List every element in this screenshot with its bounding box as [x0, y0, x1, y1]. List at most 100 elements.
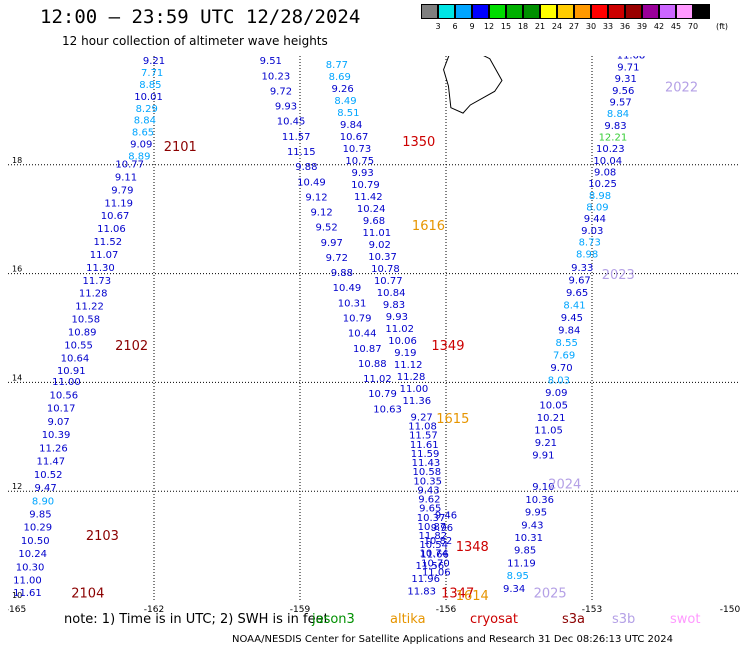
wave-height-value: 9.21	[535, 438, 557, 449]
wave-height-value: 10.23	[262, 71, 291, 82]
legend-unit: (ft)	[716, 22, 729, 31]
wave-height-value: 9.93	[351, 168, 373, 179]
wave-height-value: 10.67	[101, 211, 130, 222]
wave-height-value: 8.77	[326, 60, 348, 71]
legend-label: 15	[500, 22, 512, 31]
wave-height-value: 11.05	[534, 426, 563, 437]
pass-id-label: 2022	[665, 80, 698, 95]
pass-id-label: 2101	[164, 140, 197, 155]
wave-height-value: 9.71	[617, 62, 639, 73]
wave-height-value: 9.88	[295, 162, 317, 173]
wave-height-value: 10.25	[588, 179, 617, 190]
wave-height-value: 9.46	[435, 510, 457, 521]
wave-height-value: 11.68	[617, 56, 646, 62]
wave-height-value: 10.73	[343, 144, 372, 155]
wave-height-value: 9.31	[615, 74, 637, 85]
pass-id-label: 1614	[456, 589, 489, 604]
legend-label: 45	[670, 22, 682, 31]
wave-height-value: 8.49	[334, 96, 356, 107]
legend-label: 9	[469, 22, 475, 31]
legend-label: 33	[602, 22, 614, 31]
legend-swatch	[438, 4, 455, 19]
wave-height-value: 9.83	[604, 121, 626, 132]
wave-height-value: 9.34	[503, 584, 525, 595]
wave-height-value: 9.12	[305, 192, 327, 203]
wave-height-value: 9.67	[569, 275, 591, 286]
wave-height-value: 10.89	[68, 327, 97, 338]
wave-height-value: 10.01	[134, 92, 163, 103]
legend-swatch	[421, 4, 438, 19]
footer-credit: NOAA/NESDIS Center for Satellite Applica…	[232, 634, 674, 645]
wave-height-value: 9.07	[47, 417, 69, 428]
legend-swatch	[489, 4, 506, 19]
wave-height-value: 11.73	[82, 276, 111, 287]
wave-height-value: 10.45	[277, 117, 306, 128]
wave-height-value: 8.85	[139, 80, 161, 91]
wave-height-value: 8.98	[589, 191, 611, 202]
wave-height-value: 8.55	[556, 338, 578, 349]
pass-id-label: 1347	[441, 586, 474, 601]
page-subtitle: 12 hour collection of altimeter wave hei…	[62, 34, 328, 48]
wave-height-value: 11.02	[385, 324, 414, 335]
wave-height-value: 9.08	[594, 168, 616, 179]
wave-height-value: 9.26	[331, 84, 353, 95]
legend-label: 21	[534, 22, 546, 31]
page-title: 12:00 — 23:59 UTC 12/28/2024	[40, 6, 361, 28]
wave-height-value: 9.19	[394, 348, 416, 359]
satellite-legend-item: swot	[670, 612, 701, 627]
wave-height-value: 11.61	[410, 440, 439, 451]
wave-height-value: 10.58	[72, 315, 101, 326]
wave-height-value: 9.85	[29, 509, 51, 520]
legend-label: 39	[636, 22, 648, 31]
legend-swatch	[455, 4, 472, 19]
legend-swatch	[642, 4, 659, 19]
satellite-legend-item: altika	[390, 612, 426, 627]
wave-height-value: 8.84	[607, 109, 629, 120]
wave-height-value: 10.37	[368, 252, 397, 263]
legend-label: 42	[653, 22, 665, 31]
satellite-legend-item: cryosat	[470, 612, 518, 627]
y-tick-label: 14	[12, 373, 22, 382]
wave-height-value: 11.52	[93, 237, 122, 248]
wave-height-value: 10.75	[345, 156, 374, 167]
x-tick-label: -150	[720, 605, 740, 615]
wave-height-value: 9.93	[386, 312, 408, 323]
wave-height-value: 10.82	[424, 536, 453, 547]
wave-height-value: 8.69	[329, 72, 351, 83]
wave-height-value: 11.00	[13, 576, 42, 587]
wave-height-value: 10.49	[333, 283, 362, 294]
wave-height-value: 11.30	[86, 263, 115, 274]
wave-height-value: 11.19	[104, 198, 133, 209]
legend-swatch	[608, 4, 625, 19]
wave-height-value: 10.55	[64, 340, 93, 351]
wave-height-value: 11.22	[75, 302, 104, 313]
wave-height-value: 11.12	[394, 360, 423, 371]
wave-height-value: 10.84	[377, 288, 406, 299]
wave-height-value: 8.90	[32, 496, 54, 507]
wave-height-value: 10.29	[24, 523, 53, 534]
legend-swatch	[693, 4, 710, 19]
wave-height-value: 9.93	[275, 102, 297, 113]
legend-swatch	[676, 4, 693, 19]
x-tick-label: -153	[582, 605, 602, 615]
wave-height-value: 12.21	[599, 132, 628, 143]
pass-id-label: 1348	[456, 540, 489, 555]
pass-id-label: 2103	[86, 529, 119, 544]
wave-height-value: 11.02	[363, 374, 392, 385]
wave-height-value: 8.98	[576, 249, 598, 260]
wave-height-value: 11.28	[397, 372, 426, 383]
wave-height-value: 10.05	[539, 401, 568, 412]
wave-height-value: 10.36	[525, 495, 554, 506]
pass-id-label: 2104	[71, 586, 104, 601]
wave-height-value: 8.65	[132, 128, 154, 139]
wave-height-value: 9.85	[514, 546, 536, 557]
wave-height-value: 11.01	[363, 228, 392, 239]
wave-height-value: 9.96	[431, 523, 453, 534]
wave-height-value: 9.72	[326, 253, 348, 264]
wave-height-value: 11.57	[409, 431, 438, 442]
wave-height-value: 11.56	[415, 561, 444, 572]
legend-label: 3	[435, 22, 441, 31]
pass-id-label: 1350	[402, 135, 435, 150]
wave-height-value: 10.52	[34, 470, 63, 481]
wave-height-value: 9.47	[35, 483, 57, 494]
